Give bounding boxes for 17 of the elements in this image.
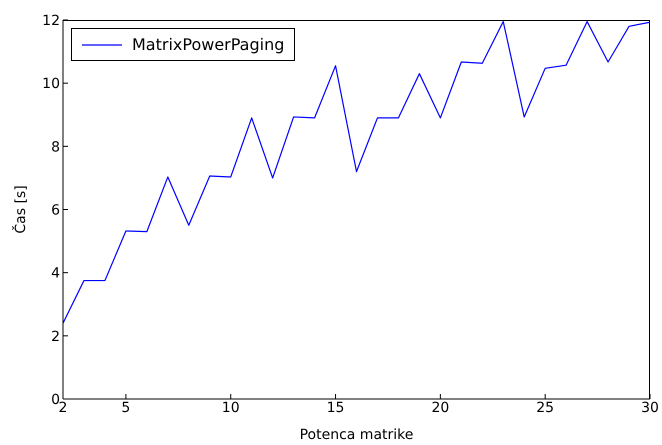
y-tick-label: 8: [51, 139, 60, 156]
y-tick-label: 10: [42, 76, 60, 92]
x-tick-label: 15: [326, 400, 344, 416]
legend-label: MatrixPowerPaging: [132, 35, 284, 54]
x-tick-label: 30: [641, 400, 659, 416]
x-tick-label: 25: [536, 400, 554, 416]
x-tick-label: 20: [431, 400, 450, 416]
y-tick-label: 4: [51, 266, 60, 282]
x-tick-label: 10: [222, 400, 240, 416]
y-tick-label: 2: [51, 328, 60, 345]
y-tick-label: 12: [42, 12, 60, 29]
y-axis-title: Čas [s]: [12, 185, 29, 234]
x-tick-label: 5: [121, 400, 130, 416]
y-tick-label: 0: [51, 392, 60, 408]
line-series: [63, 20, 650, 324]
x-axis-title: Potenca matrike: [300, 427, 414, 443]
y-tick-label: 6: [51, 202, 60, 218]
